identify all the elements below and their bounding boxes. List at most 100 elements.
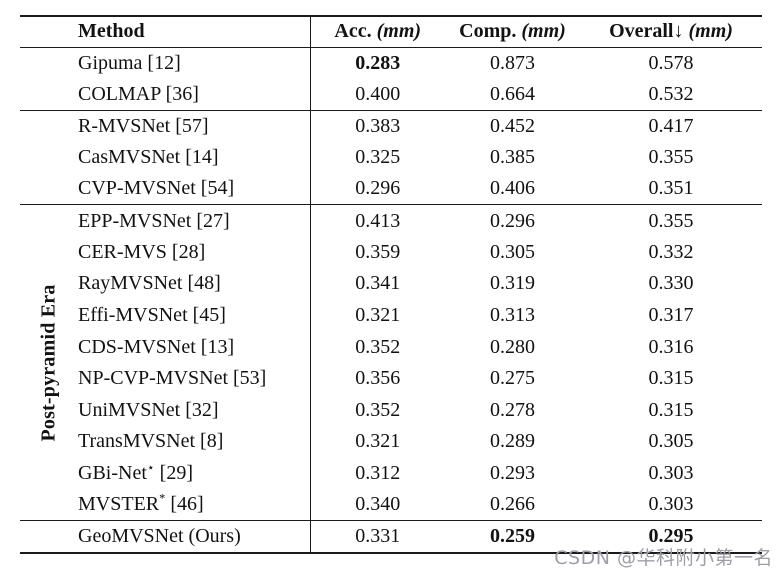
method-cell: GeoMVSNet (Ours) (78, 520, 311, 553)
acc-cell: 0.341 (355, 272, 401, 295)
comp-cell: 0.873 (490, 51, 535, 74)
overall-cell: 0.317 (648, 304, 694, 327)
overall-cell: 0.332 (648, 240, 694, 263)
comp-cell: 0.406 (490, 177, 535, 200)
table-row: Effi-MVSNet [45] 0.321 0.313 0.317 (20, 299, 762, 332)
comp-header-unit: (mm) (521, 20, 566, 43)
overall-cell: 0.578 (648, 51, 694, 74)
method-cell: EPP-MVSNet [27] (78, 204, 311, 237)
comp-header-label: Comp. (459, 20, 517, 43)
acc-cell: 0.352 (355, 398, 401, 421)
overall-header-unit: (mm) (688, 20, 733, 43)
table-row: CDS-MVSNet [13] 0.352 0.280 0.316 (20, 331, 762, 363)
table-row: Post-pyramid Era EPP-MVSNet [27] 0.413 0.29… (20, 204, 762, 441)
era-spacer-cell (20, 47, 78, 79)
era-spacer-cell (20, 142, 78, 174)
acc-header-label: Acc. (334, 20, 372, 43)
method-cell: CasMVSNet [14] (78, 141, 311, 174)
overall-cell: 0.532 (648, 82, 694, 105)
comp-cell: 0.293 (490, 462, 535, 485)
acc-cell: 0.383 (355, 114, 401, 137)
method-cell: R-MVSNet [57] (78, 110, 311, 142)
acc-cell: 0.312 (355, 462, 401, 485)
method-cell: GBi-Net⋆ [29] (78, 457, 311, 490)
era-group-label: Post-pyramid Era (37, 284, 60, 442)
era-spacer-cell (20, 173, 78, 205)
table-row: Gipuma [12] 0.283 0.873 0.578 (20, 47, 762, 79)
table-group-ours: GeoMVSNet (Ours) 0.331 0.259 0.295 (20, 520, 762, 553)
column-header-method: Method (78, 16, 311, 47)
table-row: CasMVSNet [14] 0.325 0.385 0.355 (20, 141, 762, 174)
benchmark-table-wrap: Method Acc. (mm) Comp. (mm) Overall↓ (mm… (20, 15, 762, 554)
column-header-overall: Overall↓ (mm) (580, 16, 762, 47)
acc-cell: 0.283 (355, 51, 401, 74)
comp-cell: 0.278 (490, 398, 535, 421)
table-row: CVP-MVSNet [54] 0.296 0.406 0.351 (20, 173, 762, 205)
comp-cell: 0.266 (490, 493, 535, 516)
overall-cell: 0.316 (648, 335, 694, 358)
column-header-acc: Acc. (mm) (310, 16, 445, 47)
acc-cell: 0.321 (355, 304, 401, 327)
table-row: R-MVSNet [57] 0.383 0.452 0.417 (20, 110, 762, 142)
table-row: UniMVSNet [32] 0.352 0.278 0.315 (20, 394, 762, 427)
overall-header-label: Overall↓ (609, 20, 684, 43)
comp-cell: 0.289 (490, 430, 535, 453)
era-spacer-cell (20, 110, 78, 142)
comp-cell: 0.305 (490, 240, 535, 263)
column-header-comp: Comp. (mm) (445, 16, 580, 47)
comp-cell: 0.664 (490, 82, 535, 105)
acc-cell: 0.340 (355, 493, 401, 516)
table-group-pyramid: R-MVSNet [57] 0.383 0.452 0.417 CasMVSNet [1… (20, 110, 762, 205)
acc-cell: 0.296 (355, 177, 401, 200)
overall-cell: 0.295 (648, 524, 694, 547)
method-cell: UniMVSNet [32] (78, 394, 311, 427)
table-row: GeoMVSNet (Ours) 0.331 0.259 0.295 (20, 520, 762, 553)
acc-cell: 0.359 (355, 240, 401, 263)
era-spacer-cell (20, 79, 78, 111)
overall-cell: 0.355 (648, 209, 694, 232)
comp-cell: 0.385 (490, 146, 535, 169)
overall-cell: 0.351 (648, 177, 694, 200)
acc-header-unit: (mm) (376, 20, 422, 43)
acc-cell: 0.325 (355, 146, 401, 169)
overall-cell: 0.303 (648, 493, 694, 516)
method-cell: Gipuma [12] (78, 47, 311, 79)
method-cell: RayMVSNet [48] (78, 268, 311, 300)
table-header: Method Acc. (mm) Comp. (mm) Overall↓ (mm… (20, 16, 762, 47)
results-table: Method Acc. (mm) Comp. (mm) Overall↓ (mm… (20, 15, 762, 554)
acc-cell: 0.331 (355, 524, 401, 547)
comp-cell: 0.319 (490, 272, 535, 295)
era-group-label-cell: Post-pyramid Era (20, 205, 78, 521)
method-cell: CVP-MVSNet [54] (78, 173, 311, 205)
overall-cell: 0.355 (648, 146, 694, 169)
table-row: CER-MVS [28] 0.359 0.305 0.332 (20, 236, 762, 269)
method-cell: NP-CVP-MVSNet [53] (78, 362, 311, 395)
table-row: MVSTER* [46] 0.340 0.266 0.303 (20, 489, 762, 521)
acc-cell: 0.321 (355, 430, 401, 453)
method-cell: COLMAP [36] (78, 78, 311, 111)
table-row: TransMVSNet [8] 0.321 0.289 0.305 (20, 426, 762, 458)
table-row: RayMVSNet [48] 0.341 0.319 0.330 (20, 268, 762, 300)
comp-cell: 0.452 (490, 114, 535, 137)
overall-cell: 0.417 (648, 114, 694, 137)
acc-cell: 0.400 (355, 82, 401, 105)
acc-cell: 0.413 (355, 209, 401, 232)
comp-cell: 0.296 (490, 209, 535, 232)
comp-cell: 0.259 (490, 524, 535, 547)
table-row: GBi-Net⋆ [29] 0.312 0.293 0.303 (20, 457, 762, 490)
method-cell: TransMVSNet [8] (78, 426, 311, 458)
table-row: COLMAP [36] 0.400 0.664 0.532 (20, 78, 762, 111)
table-row: NP-CVP-MVSNet [53] 0.356 0.275 0.315 (20, 362, 762, 395)
comp-cell: 0.275 (490, 367, 535, 390)
comp-cell: 0.280 (490, 335, 535, 358)
overall-cell: 0.315 (648, 398, 694, 421)
overall-cell: 0.330 (648, 272, 694, 295)
method-cell: Effi-MVSNet [45] (78, 299, 311, 332)
overall-cell: 0.315 (648, 367, 694, 390)
overall-cell: 0.303 (648, 462, 694, 485)
table-group-traditional: Gipuma [12] 0.283 0.873 0.578 COLMAP [36] 0.4… (20, 47, 762, 111)
acc-cell: 0.356 (355, 367, 401, 390)
method-cell: CER-MVS [28] (78, 236, 311, 269)
method-header-label: Method (78, 20, 145, 43)
